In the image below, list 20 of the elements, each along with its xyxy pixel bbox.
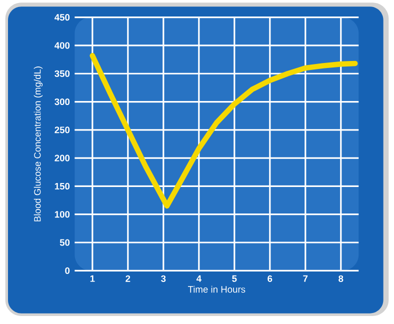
x-tick-label: 4: [196, 275, 202, 282]
y-tick-label: 50: [60, 239, 70, 246]
y-tick-label: 0: [65, 267, 70, 274]
x-tick-label: 8: [338, 275, 344, 282]
y-tick-label: 350: [54, 70, 70, 77]
y-tick-label: 400: [54, 42, 70, 49]
x-tick-label: 7: [303, 275, 308, 282]
x-tick-label: 2: [126, 275, 130, 282]
x-tick-label: 5: [232, 275, 237, 282]
y-tick-label: 150: [54, 182, 70, 190]
y-tick-label: 250: [54, 126, 70, 134]
x-tick-label: 1: [90, 275, 95, 282]
y-tick-label: 300: [54, 98, 70, 106]
x-axis-title: Time in Hours: [188, 286, 246, 293]
y-tick-label: 200: [54, 154, 70, 162]
x-tick-label: 6: [268, 275, 272, 282]
y-tick-label: 450: [54, 14, 70, 21]
y-axis-title: Blood Glucose Concentration (mg/dL): [34, 66, 43, 222]
y-tick-label: 100: [54, 211, 70, 218]
x-tick-label: 3: [161, 275, 166, 282]
